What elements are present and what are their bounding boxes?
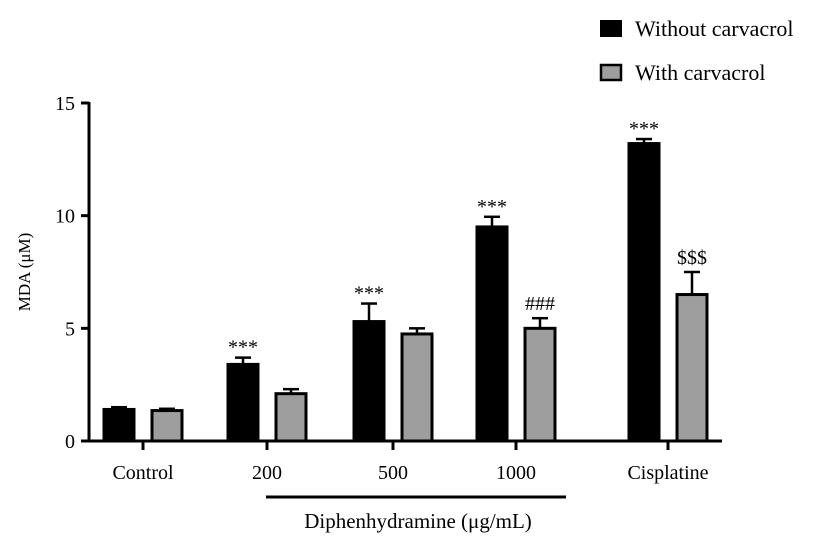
significance-label-series-2-3: ### [525, 293, 555, 315]
y-axis-label: MDA (μM) [15, 233, 34, 312]
x-tick-label-2: 500 [378, 462, 408, 484]
legend-swatch-with-carvacrol [599, 63, 623, 82]
bar-series-1-4 [627, 142, 661, 443]
bar-series-1-3 [475, 225, 509, 443]
significance-label-series-1-3: *** [477, 196, 507, 218]
chart-annotations: *** *** *** *** ### $$$ [228, 118, 707, 359]
significance-label-series-2-4: $$$ [677, 247, 707, 269]
bar-series-2-1 [274, 392, 308, 443]
significance-label-series-1-1: *** [228, 337, 258, 359]
y-tick-label-0: 0 [65, 431, 75, 453]
y-tick-label-15: 15 [55, 93, 75, 115]
group-label: Diphenhydramine (μg/mL) [304, 509, 532, 533]
bar-series-2-0 [150, 409, 184, 443]
bar-series-1-1 [226, 362, 260, 443]
legend-swatch-without-carvacrol [600, 20, 622, 37]
bar-series-2-2 [400, 332, 434, 443]
significance-label-series-1-4: *** [629, 118, 659, 140]
bar-series-1-2 [352, 320, 386, 443]
y-tick-label-10: 10 [55, 206, 75, 228]
bar-series-2-3 [523, 326, 557, 443]
x-tick-label-0: Control [112, 462, 174, 484]
x-tick-label-4: Cisplatine [627, 462, 708, 484]
x-tick-label-3: 1000 [496, 462, 536, 484]
bar-series-2-4 [675, 293, 709, 443]
legend-label-without-carvacrol: Without carvacrol [635, 16, 794, 41]
bar-series-1-0 [102, 407, 136, 443]
chart-bars [102, 137, 709, 443]
legend-label-with-carvacrol: With carvacrol [635, 60, 765, 85]
legend: Without carvacrol With carvacrol [599, 16, 794, 85]
significance-label-series-1-2: *** [354, 283, 384, 305]
x-tick-label-1: 200 [252, 462, 282, 484]
y-tick-label-5: 5 [65, 318, 75, 340]
chart-axes: 0 5 10 15 Control 200 500 1000 Cisplatine [55, 93, 722, 484]
